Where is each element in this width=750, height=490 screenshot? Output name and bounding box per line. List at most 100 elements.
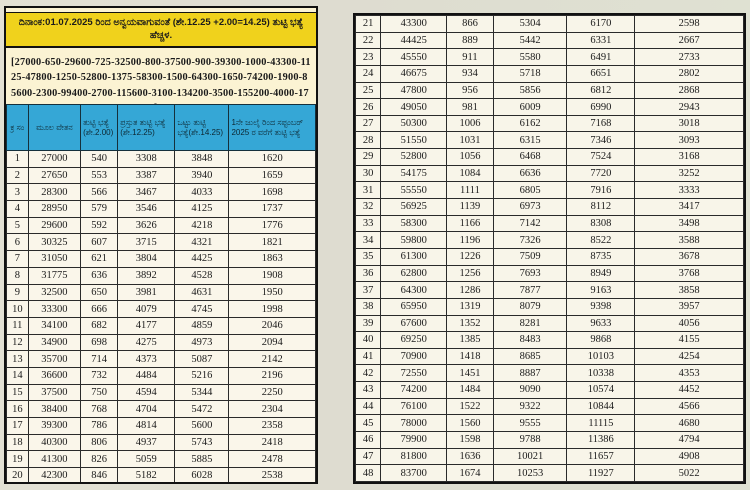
cell-da-jul-sep: 2304 — [228, 400, 316, 418]
cell-serial: 19 — [6, 450, 29, 469]
cell-da-jul-sep: 2358 — [228, 417, 316, 435]
table-row: 1 27000 540 3308 3848 1620 — [6, 150, 316, 168]
cell-basic-pay: 49050 — [380, 98, 448, 116]
cell-da-jul-sep: 1998 — [228, 300, 316, 318]
cell-basic-pay: 64300 — [380, 281, 448, 299]
cell-serial: 2 — [6, 166, 29, 185]
cell-serial: 18 — [6, 433, 29, 452]
cell-da-total-14-25pct: 5087 — [174, 350, 230, 368]
cell-da-12-25pct: 8685 — [492, 347, 568, 366]
cell-da-12-25pct: 7693 — [492, 264, 568, 283]
cell-da-2pct: 1385 — [446, 331, 494, 349]
table-row: 14 36600 732 4484 5216 2196 — [6, 366, 316, 385]
cell-da-12-25pct: 9555 — [492, 414, 568, 433]
cell-serial: 36 — [355, 264, 382, 283]
cell-da-total-14-25pct: 10844 — [566, 397, 636, 416]
table-row: 39 67600 1352 8281 9633 4056 — [355, 314, 744, 333]
cell-serial: 28 — [355, 131, 382, 150]
cell-da-12-25pct: 10021 — [492, 447, 568, 466]
table-row: 37 64300 1286 7877 9163 3858 — [355, 281, 744, 299]
cell-da-jul-sep: 3678 — [634, 247, 744, 266]
table-row: 36 62800 1256 7693 8949 3768 — [355, 264, 744, 283]
cell-basic-pay: 33300 — [27, 300, 82, 318]
cell-da-total-14-25pct: 7720 — [566, 164, 636, 183]
cell-da-12-25pct: 4937 — [117, 433, 176, 452]
cell-serial: 42 — [355, 364, 382, 383]
table-row: 45 78000 1560 9555 11115 4680 — [355, 414, 744, 433]
cell-basic-pay: 51550 — [380, 131, 448, 150]
cell-da-2pct: 1636 — [446, 447, 494, 466]
cell-basic-pay: 50300 — [380, 114, 448, 133]
cell-serial: 45 — [355, 414, 382, 433]
cell-serial: 33 — [355, 214, 382, 233]
cell-da-jul-sep: 2667 — [634, 31, 744, 50]
cell-serial: 11 — [6, 316, 29, 335]
table-row: 31 55550 1111 6805 7916 3333 — [355, 181, 744, 200]
cell-serial: 37 — [355, 281, 382, 299]
cell-da-12-25pct: 8483 — [492, 331, 568, 349]
cell-da-2pct: 714 — [80, 350, 119, 368]
table-row: 4 28950 579 3546 4125 1737 — [6, 200, 316, 218]
cell-da-2pct: 607 — [80, 233, 119, 252]
cell-serial: 47 — [355, 447, 382, 466]
cell-serial: 39 — [355, 314, 382, 333]
cell-basic-pay: 62800 — [380, 264, 448, 283]
cell-da-2pct: 1484 — [446, 381, 494, 399]
cell-da-12-25pct: 6973 — [492, 198, 568, 216]
cell-da-total-14-25pct: 5885 — [174, 450, 230, 469]
cell-da-total-14-25pct: 3940 — [174, 166, 230, 185]
cell-da-12-25pct: 6468 — [492, 148, 568, 166]
cell-basic-pay: 30325 — [27, 233, 82, 252]
table-row: 40 69250 1385 8483 9868 4155 — [355, 331, 744, 349]
pay-scale-text: [27000-650-29600-725-32500-800-37500-900… — [11, 57, 311, 114]
cell-serial: 26 — [355, 98, 382, 116]
cell-da-total-14-25pct: 11115 — [566, 414, 636, 433]
cell-da-2pct: 1286 — [446, 281, 494, 299]
cell-da-12-25pct: 4275 — [117, 333, 176, 352]
cell-da-12-25pct: 7326 — [492, 231, 568, 249]
cell-da-2pct: 1560 — [446, 414, 494, 433]
cell-da-total-14-25pct: 6990 — [566, 98, 636, 116]
cell-da-12-25pct: 9788 — [492, 431, 568, 449]
cell-serial: 40 — [355, 331, 382, 349]
table-row: 30 54175 1084 6636 7720 3252 — [355, 164, 744, 183]
cell-da-total-14-25pct: 5472 — [174, 400, 230, 418]
cell-da-12-25pct: 8887 — [492, 364, 568, 383]
table-row: 48 83700 1674 10253 11927 5022 — [355, 464, 744, 482]
cell-da-2pct: 911 — [446, 48, 494, 66]
cell-serial: 8 — [6, 266, 29, 285]
document-title: ದಿನಾಂಕ:01.07.2025 ರಿಂದ ಅನ್ವಯವಾಗುವಂತೆ (ಶೇ… — [6, 12, 316, 48]
cell-da-12-25pct: 5442 — [492, 31, 568, 50]
cell-da-2pct: 553 — [80, 166, 119, 185]
cell-basic-pay: 76100 — [380, 397, 448, 416]
cell-da-total-14-25pct: 8522 — [566, 231, 636, 249]
cell-da-jul-sep: 3768 — [634, 264, 744, 283]
cell-da-total-14-25pct: 8949 — [566, 264, 636, 283]
table-row: 41 70900 1418 8685 10103 4254 — [355, 347, 744, 366]
cell-da-jul-sep: 1821 — [228, 233, 316, 252]
cell-da-jul-sep: 2598 — [634, 15, 744, 33]
cell-da-jul-sep: 4353 — [634, 364, 744, 383]
cell-da-jul-sep: 3018 — [634, 114, 744, 133]
cell-da-12-25pct: 3387 — [117, 166, 176, 185]
cell-serial: 6 — [6, 233, 29, 252]
cell-da-jul-sep: 2733 — [634, 48, 744, 66]
cell-da-12-25pct: 7142 — [492, 214, 568, 233]
cell-da-jul-sep: 2943 — [634, 98, 744, 116]
cell-da-12-25pct: 3715 — [117, 233, 176, 252]
cell-da-12-25pct: 6805 — [492, 181, 568, 200]
cell-da-total-14-25pct: 10103 — [566, 347, 636, 366]
cell-basic-pay: 38400 — [27, 400, 82, 418]
cell-da-2pct: 1084 — [446, 164, 494, 183]
cell-da-2pct: 650 — [80, 283, 119, 302]
cell-da-2pct: 1256 — [446, 264, 494, 283]
table-row: 46 79900 1598 9788 11386 4794 — [355, 431, 744, 449]
cell-serial: 31 — [355, 181, 382, 200]
cell-basic-pay: 34100 — [27, 316, 82, 335]
table-row: 18 40300 806 4937 5743 2418 — [6, 433, 316, 452]
cell-da-total-14-25pct: 11927 — [566, 464, 636, 482]
table-row: 25 47800 956 5856 6812 2868 — [355, 81, 744, 100]
cell-da-2pct: 1418 — [446, 347, 494, 366]
table-row: 42 72550 1451 8887 10338 4353 — [355, 364, 744, 383]
cell-serial: 24 — [355, 64, 382, 83]
